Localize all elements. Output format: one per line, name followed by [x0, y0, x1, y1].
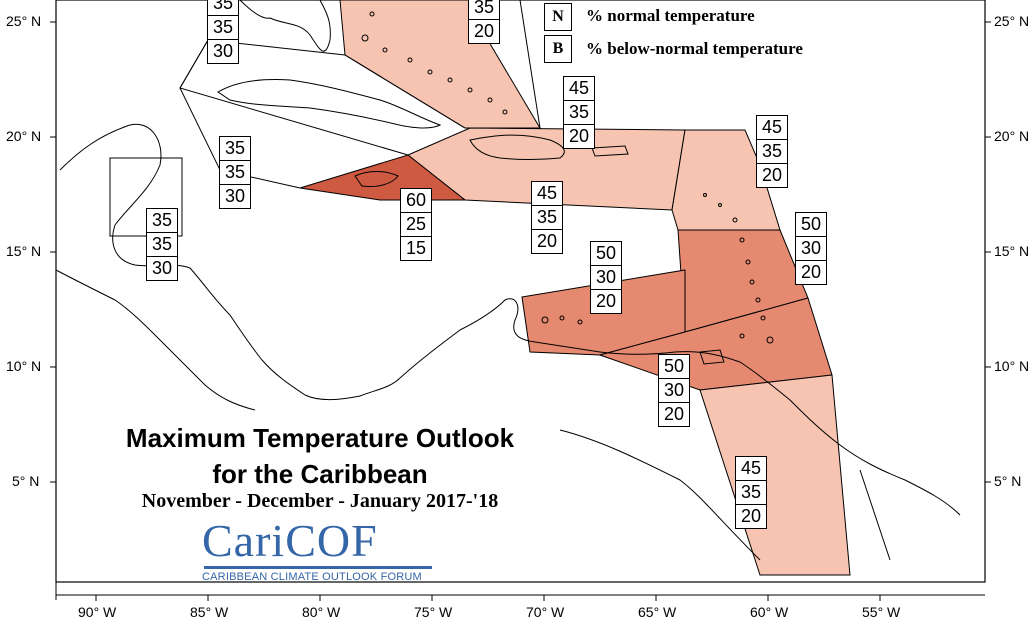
lat-label-25n-right: 25° N	[994, 13, 1030, 29]
prob-below: 20	[663, 404, 685, 424]
prob-below: 15	[405, 238, 427, 258]
prob-box-bahamas-east: 35 20	[468, 0, 500, 44]
lat-label-20n-right: 20° N	[994, 128, 1030, 144]
lat-label-5n-right: 5° N	[994, 473, 1022, 489]
prob-normal: 25	[401, 213, 431, 237]
lat-label-15n: 15° N	[6, 243, 42, 259]
legend-key-below: B	[544, 35, 572, 63]
lat-label-10n: 10° N	[6, 358, 42, 374]
lon-label-65w: 65° W	[638, 604, 677, 620]
prob-above: 35	[147, 209, 177, 233]
lon-label-85w: 85° W	[190, 604, 229, 620]
map-title-line1: Maximum Temperature Outlook	[125, 423, 515, 453]
map-title-line2: for the Caribbean	[212, 459, 428, 489]
caricof-logo-tagline: CARIBBEAN CLIMATE OUTLOOK FORUM	[202, 571, 422, 583]
lon-label-80w: 80° W	[302, 604, 341, 620]
map-subtitle: November - December - January 2017-'18	[141, 490, 499, 512]
prob-above: 45	[736, 457, 766, 481]
prob-above: 45	[532, 182, 562, 206]
prob-normal: 35	[147, 233, 177, 257]
region-guianas	[699, 374, 851, 576]
prob-box-guianas: 45 35 20	[735, 456, 767, 529]
prob-box-cuba-west: 35 35 30	[219, 136, 251, 209]
prob-below: 20	[761, 165, 783, 185]
prob-box-northern-leewards: 45 35 20	[756, 115, 788, 188]
prob-normal: 35	[469, 0, 499, 20]
prob-above: 50	[796, 213, 826, 237]
lon-label-55w: 55° W	[862, 604, 901, 620]
prob-normal: 35	[220, 161, 250, 185]
lon-label-70w: 70° W	[526, 604, 565, 620]
prob-below: 30	[212, 41, 234, 61]
prob-below: 30	[151, 258, 173, 278]
prob-above: 45	[564, 77, 594, 101]
prob-below: 20	[595, 291, 617, 311]
prob-box-bahamas-west: 35 35 30	[207, 0, 239, 64]
prob-normal: 30	[591, 266, 621, 290]
prob-below: 30	[224, 186, 246, 206]
region-bahamas	[339, 0, 541, 129]
coastlines	[55, 0, 961, 561]
prob-below: 20	[568, 126, 590, 146]
prob-above: 50	[659, 355, 689, 379]
lat-ticks	[50, 21, 991, 483]
prob-below: 20	[473, 21, 495, 41]
prob-normal: 30	[659, 379, 689, 403]
prob-normal: 35	[208, 16, 238, 40]
lat-label-20n: 20° N	[6, 128, 42, 144]
prob-box-abc-islands: 50 30 20	[590, 241, 622, 314]
lon-label-75w: 75° W	[414, 604, 453, 620]
forecast-outlines	[109, 0, 541, 237]
caricof-logo-wordmark: CariCOF	[202, 515, 378, 566]
lat-label-5n: 5° N	[12, 473, 40, 489]
prob-box-trinidad-tobago: 50 30 20	[658, 354, 690, 427]
prob-box-belize: 35 35 30	[146, 208, 178, 281]
caricof-logo-rule	[204, 566, 432, 569]
prob-normal: 30	[796, 237, 826, 261]
prob-above: 50	[591, 242, 621, 266]
lat-label-10n-right: 10° N	[994, 358, 1030, 374]
lon-ticks	[95, 595, 881, 601]
prob-normal: 35	[564, 101, 594, 125]
legend-text-below: % below-normal temperature	[586, 39, 803, 58]
prob-box-greater-antilles-north: 45 35 20	[563, 76, 595, 149]
lat-label-25n: 25° N	[6, 13, 42, 29]
legend-text-normal: % normal temperature	[586, 6, 755, 25]
prob-above: 35	[208, 0, 238, 16]
prob-box-hispaniola: 45 35 20	[531, 181, 563, 254]
map-title: Maximum Temperature Outlook for the Cari…	[60, 420, 580, 492]
lon-label-60w: 60° W	[750, 604, 789, 620]
prob-above: 60	[401, 189, 431, 213]
prob-normal: 35	[532, 206, 562, 230]
prob-below: 20	[536, 231, 558, 251]
prob-above: 35	[220, 137, 250, 161]
prob-normal: 35	[757, 140, 787, 164]
caricof-logo: CariCOF CARIBBEAN CLIMATE OUTLOOK FORUM	[200, 515, 435, 583]
prob-below: 20	[740, 506, 762, 526]
forecast-regions	[299, 0, 851, 576]
legend-key-normal: N	[544, 3, 572, 31]
lat-label-15n-right: 15° N	[994, 243, 1030, 259]
prob-above: 45	[757, 116, 787, 140]
lon-label-90w: 90° W	[78, 604, 117, 620]
prob-normal: 35	[736, 481, 766, 505]
prob-box-jamaica: 60 25 15	[400, 188, 432, 261]
prob-box-windwards: 50 30 20	[795, 212, 827, 285]
prob-below: 20	[800, 262, 822, 282]
